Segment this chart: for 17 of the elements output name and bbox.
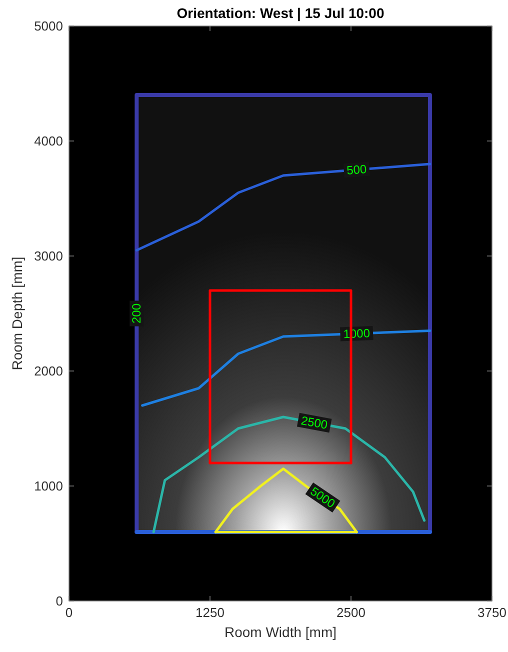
x-tick-label: 2500 (336, 605, 366, 620)
series-label: 500 (346, 162, 368, 178)
y-tick-label: 2000 (34, 364, 63, 378)
chart-title: Orientation: West | 15 Jul 10:00 (176, 5, 384, 22)
y-tick-label: 0 (56, 594, 63, 608)
x-axis-title: Room Width [mm] (224, 624, 337, 640)
y-tick-label: 5000 (34, 18, 63, 34)
y-tick-label: 1000 (34, 478, 63, 494)
x-tick-label: 0 (65, 605, 73, 620)
text: 2500 (300, 413, 330, 432)
y-tick-label: 3000 (34, 248, 63, 264)
y-tick-label: 4000 (34, 134, 63, 148)
x-tick-label: 1250 (196, 605, 224, 620)
y-axis-title: Room Depth [mm] (9, 256, 25, 370)
text: 5000 (308, 484, 338, 511)
x-tick-label: 3750 (478, 605, 506, 620)
text: 200 (130, 303, 144, 324)
